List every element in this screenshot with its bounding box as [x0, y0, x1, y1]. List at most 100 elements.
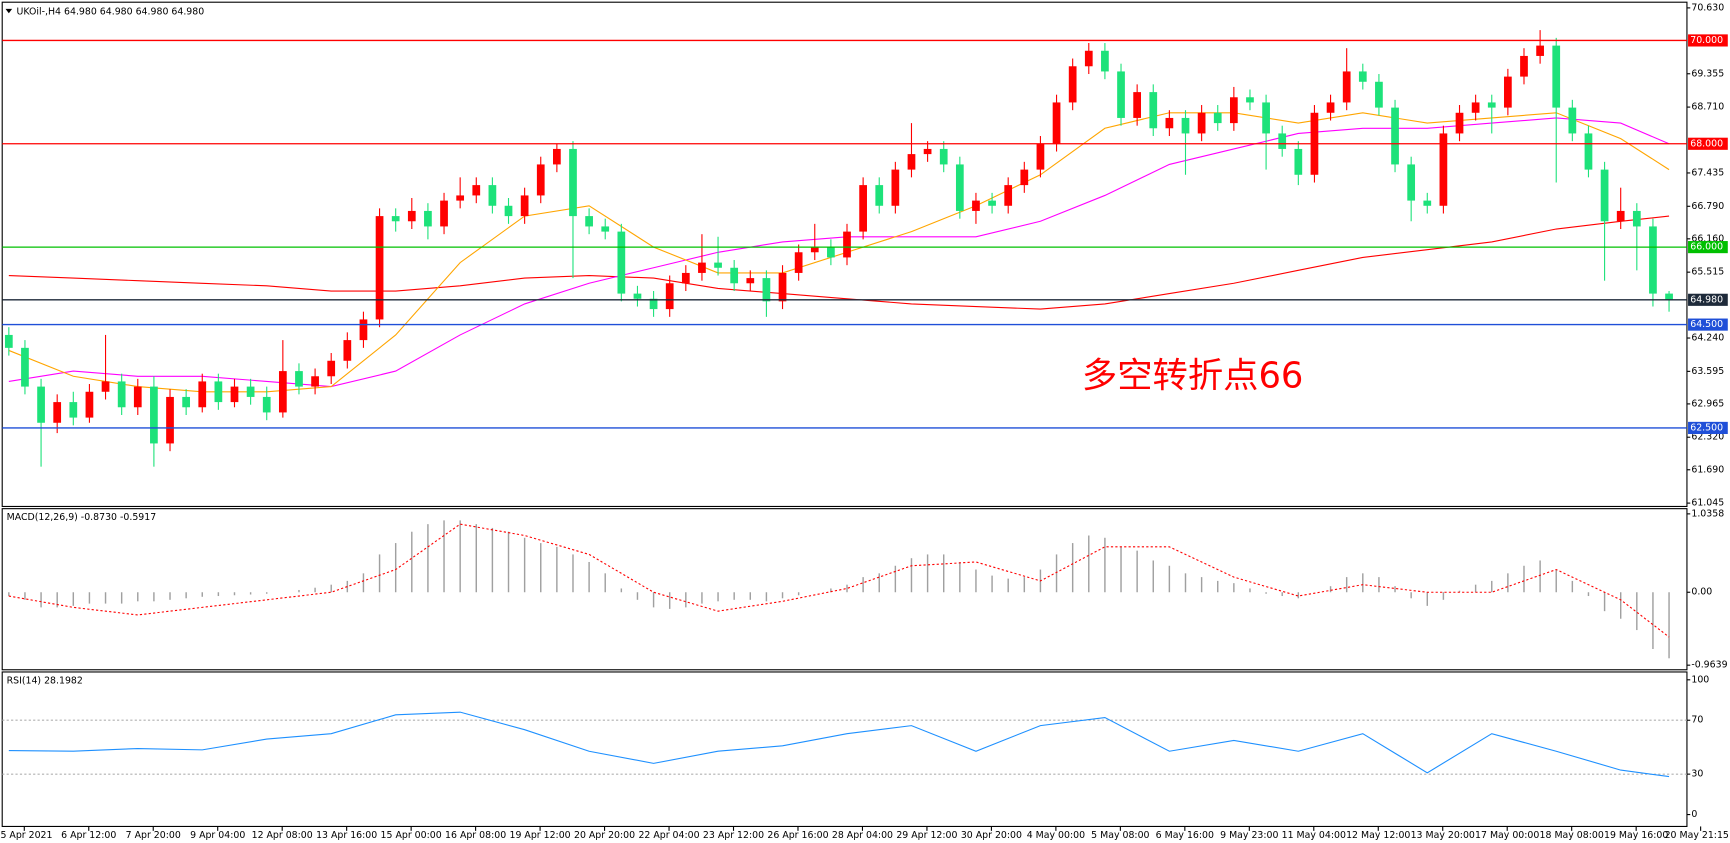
candle-body [4, 334, 13, 348]
y-tick-label: 0.00 [1691, 587, 1712, 598]
level-label: 62.500 [1690, 422, 1723, 433]
candle-body [1229, 97, 1238, 124]
candle-body [1504, 76, 1512, 108]
x-tick-label: 26 Apr 16:00 [767, 830, 828, 841]
candle-body [601, 226, 610, 232]
candle-body [1262, 102, 1270, 134]
candle-body [101, 381, 110, 392]
candle-body [955, 164, 964, 211]
candle-body [166, 396, 174, 444]
candle-body [375, 216, 384, 320]
y-tick-label: 62.965 [1691, 398, 1724, 409]
candle-body [1584, 133, 1593, 170]
candle-body [1052, 102, 1061, 144]
candle-body [311, 376, 319, 387]
y-tick-label: 66.790 [1691, 201, 1724, 212]
candle-body [1117, 71, 1125, 118]
candle-body [1455, 112, 1464, 134]
candle-body [1487, 102, 1496, 108]
rsi-line [8, 711, 1670, 778]
x-tick-label: 19 Apr 12:00 [510, 830, 571, 841]
y-tick-label: 61.045 [1691, 498, 1724, 509]
x-tick-label: 16 Apr 08:00 [445, 830, 506, 841]
candle-body [859, 185, 867, 232]
candle-body [85, 391, 94, 418]
candle-body [1375, 81, 1383, 108]
candle-body [424, 210, 432, 227]
candle-body [1084, 50, 1093, 67]
candle-body [762, 278, 771, 302]
y-tick-label: 70.630 [1691, 2, 1724, 13]
y-tick-label: 68.710 [1691, 102, 1724, 113]
x-tick-label: 18 May 08:00 [1540, 830, 1604, 841]
candle-body [681, 272, 690, 284]
candle-body [1133, 92, 1142, 118]
level-label: 64.980 [1690, 294, 1723, 305]
y-tick-label: 66.160 [1691, 233, 1724, 244]
candle-body [1020, 169, 1029, 186]
x-tick-label: 13 Apr 16:00 [316, 830, 377, 841]
level-label: 66.000 [1690, 242, 1723, 253]
candle-body [262, 396, 271, 413]
moving-average [8, 215, 1670, 310]
candle-body [133, 386, 142, 408]
candle-body [1149, 92, 1158, 129]
candle-body [794, 252, 803, 273]
menu-arrow [5, 8, 13, 14]
candle-body [246, 386, 255, 397]
candle-body [407, 210, 416, 222]
level-label-box [1688, 421, 1728, 434]
level-label-box [1688, 293, 1728, 306]
y-tick-label: 61.690 [1691, 464, 1724, 475]
candle-body [875, 185, 884, 206]
x-tick-label: 7 Apr 20:00 [126, 830, 181, 841]
candle-body [1520, 55, 1528, 77]
candle-body [907, 154, 916, 170]
candle-body [214, 381, 223, 403]
level-label-box [1688, 34, 1728, 47]
candle-body [1165, 117, 1174, 129]
x-tick-label: 4 May 00:00 [1027, 830, 1085, 841]
candle-body [69, 402, 78, 418]
candle-body [1101, 50, 1109, 72]
candle-body [1439, 133, 1448, 206]
y-tick-label: -0.9639 [1691, 660, 1727, 671]
y-tick-label: 69.355 [1691, 68, 1724, 79]
x-tick-label: 5 Apr 2021 [0, 830, 52, 841]
x-tick-label: 19 May 16:00 [1604, 830, 1668, 841]
x-tick-label: 22 Apr 04:00 [638, 830, 699, 841]
x-tick-label: 23 Apr 12:00 [703, 830, 764, 841]
candle-body [278, 371, 287, 413]
x-tick-label: 6 May 16:00 [1156, 830, 1214, 841]
x-tick-label: 12 Apr 08:00 [252, 830, 313, 841]
candle-body [1326, 102, 1335, 113]
rsi-panel [1, 671, 1688, 828]
candle-body [343, 340, 352, 361]
candle-body [553, 148, 561, 165]
level-label-box [1688, 318, 1728, 331]
candle-body [1600, 169, 1609, 222]
rsi-label: RSI(14) 28.1982 [7, 675, 83, 686]
candle-body [150, 386, 158, 444]
candle-body [617, 231, 626, 294]
candle-body [698, 262, 706, 273]
candle-body [456, 195, 465, 201]
y-tick-label: 0 [1691, 809, 1697, 820]
x-tick-label: 9 May 23:00 [1220, 830, 1278, 841]
candle-body [1665, 293, 1673, 300]
x-tick-label: 28 Apr 04:00 [832, 830, 893, 841]
x-tick-label: 9 Apr 04:00 [190, 830, 245, 841]
candle-body [649, 298, 658, 310]
candle-body [988, 200, 996, 206]
candle-body [746, 278, 755, 284]
x-tick-label: 15 Apr 00:00 [381, 830, 442, 841]
x-tick-label: 11 May 04:00 [1282, 830, 1346, 841]
candle-body [569, 148, 577, 217]
candle-body [117, 381, 126, 408]
y-tick-label: 1.0358 [1691, 508, 1724, 519]
x-tick-label: 13 May 20:00 [1411, 830, 1475, 841]
x-tick-label: 20 Apr 20:00 [574, 830, 635, 841]
candle-body [923, 148, 932, 155]
candle-body [1197, 112, 1206, 134]
